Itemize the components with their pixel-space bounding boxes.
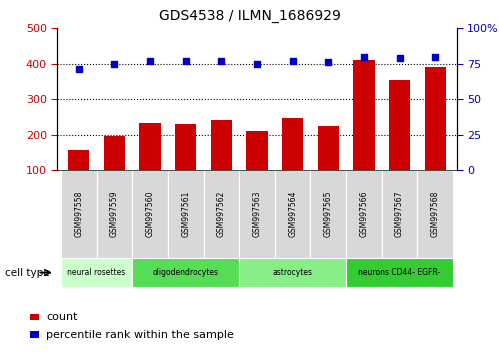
Text: oligodendrocytes: oligodendrocytes [153, 268, 219, 277]
Bar [68, 150, 89, 170]
Point [288, 58, 296, 64]
Bar [104, 136, 125, 170]
Text: count: count [46, 312, 78, 322]
Bar [317, 126, 339, 170]
Text: neurons CD44- EGFR-: neurons CD44- EGFR- [358, 268, 441, 277]
Bar [239, 170, 275, 258]
Text: GSM997567: GSM997567 [395, 191, 404, 238]
Point [431, 54, 439, 59]
Bar [168, 170, 204, 258]
Bar [310, 170, 346, 258]
Bar [61, 170, 97, 258]
Bar [389, 80, 410, 170]
Text: GSM997568: GSM997568 [431, 191, 440, 238]
Bar [204, 170, 239, 258]
Point [218, 58, 226, 64]
Point [110, 61, 118, 67]
Text: percentile rank within the sample: percentile rank within the sample [46, 330, 235, 339]
Point [324, 59, 332, 65]
Text: GSM997558: GSM997558 [74, 191, 83, 238]
Text: GSM997564: GSM997564 [288, 191, 297, 238]
Bar [346, 258, 453, 287]
Bar [211, 120, 232, 170]
Point [253, 61, 261, 67]
Text: GSM997566: GSM997566 [359, 191, 368, 238]
Bar [382, 170, 417, 258]
Bar [139, 123, 161, 170]
Text: cell type: cell type [5, 268, 49, 278]
Text: GSM997560: GSM997560 [146, 191, 155, 238]
Text: astrocytes: astrocytes [272, 268, 313, 277]
Text: GDS4538 / ILMN_1686929: GDS4538 / ILMN_1686929 [159, 9, 340, 23]
Bar [282, 118, 303, 170]
Bar [417, 170, 453, 258]
Text: GSM997559: GSM997559 [110, 191, 119, 238]
Point [182, 58, 190, 64]
Bar [132, 170, 168, 258]
Bar [346, 170, 382, 258]
Bar [353, 60, 375, 170]
Bar [97, 170, 132, 258]
Bar [175, 124, 197, 170]
Text: GSM997562: GSM997562 [217, 191, 226, 238]
Text: GSM997561: GSM997561 [181, 191, 190, 238]
Bar [425, 67, 446, 170]
Text: GSM997563: GSM997563 [252, 191, 261, 238]
Point [396, 55, 404, 61]
Bar [132, 258, 239, 287]
Bar [275, 170, 310, 258]
Bar [61, 258, 132, 287]
Bar [239, 258, 346, 287]
Text: GSM997565: GSM997565 [324, 191, 333, 238]
Bar [247, 131, 267, 170]
Point [146, 58, 154, 64]
Point [75, 67, 83, 72]
Text: neural rosettes: neural rosettes [67, 268, 126, 277]
Point [360, 54, 368, 59]
